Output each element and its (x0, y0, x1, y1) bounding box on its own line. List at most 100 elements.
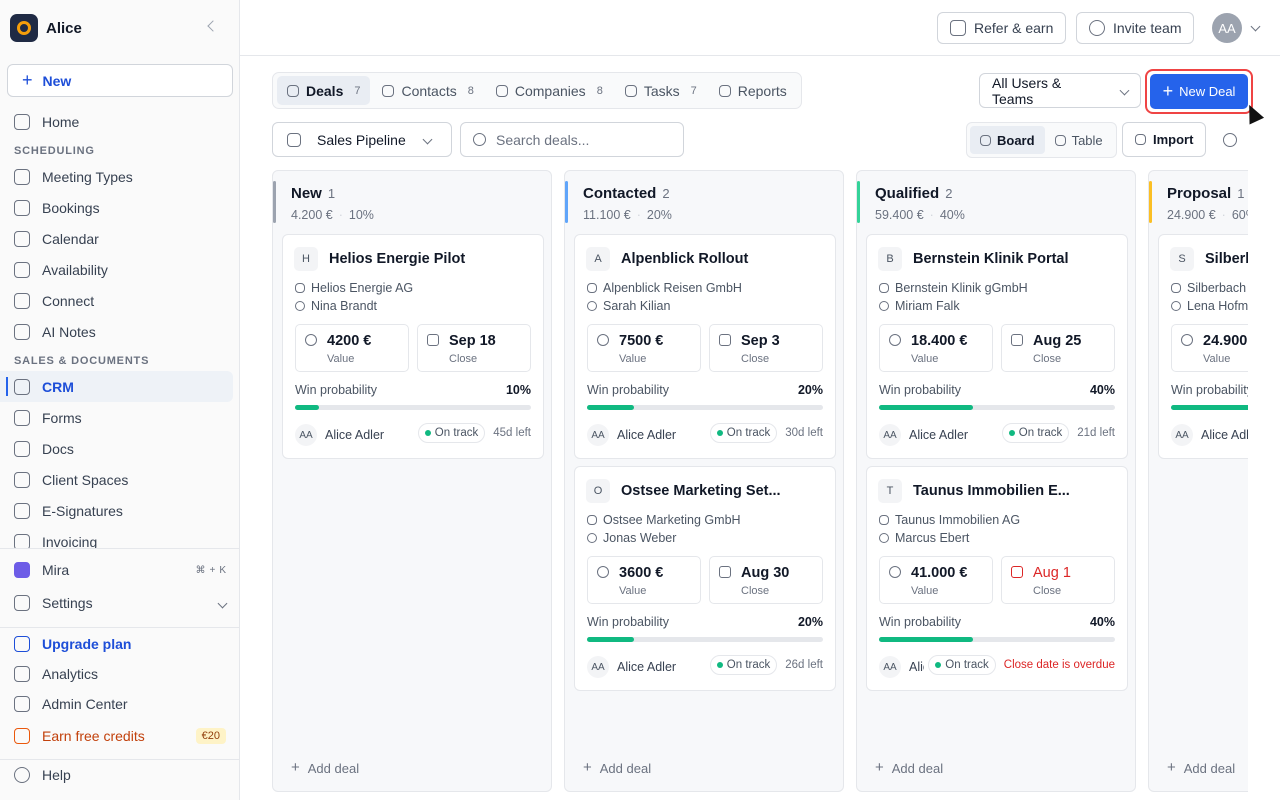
new-button[interactable]: + New (7, 64, 233, 97)
nav-item[interactable]: Client Spaces (0, 464, 233, 495)
close-label: Close (741, 353, 770, 365)
avatar[interactable]: AA (1212, 13, 1242, 43)
nav-item[interactable]: Forms (0, 402, 233, 433)
icon (295, 283, 305, 293)
deal-value: 7500 € (619, 333, 664, 349)
footer-item[interactable]: Analytics (14, 666, 226, 682)
chevron[interactable] (1250, 21, 1261, 32)
new-deal-highlight: + New Deal (1145, 69, 1253, 114)
icon (1089, 20, 1105, 36)
invite-button[interactable]: Invite team (1076, 12, 1195, 44)
nav-item[interactable]: Home (0, 106, 233, 137)
close-label: Close (1033, 353, 1062, 365)
search-input[interactable]: Search deals... (460, 122, 684, 157)
tab[interactable]: Tasks 7 (615, 76, 707, 105)
status-pill: On track (928, 655, 996, 675)
tab[interactable]: Deals 7 (277, 76, 371, 105)
icon (382, 84, 395, 97)
nav-label: Home (42, 113, 80, 130)
close-label: Close (449, 353, 478, 365)
deal-company: Bernstein Klinik gGmbH (879, 281, 1028, 295)
deal-card[interactable]: A Alpenblick Rollout Alpenblick Reisen Gmb… (574, 234, 836, 459)
icon (14, 471, 30, 488)
section-title: SALES & DOCUMENTS (14, 355, 150, 367)
add-deal[interactable]: + Add deal (1167, 760, 1235, 776)
tabs: Deals 7 Contacts 8 Companies 8 Tasks 7 Reports (272, 72, 802, 109)
progress-track (587, 405, 823, 410)
add-deal[interactable]: + Add deal (875, 760, 943, 776)
filter-select[interactable]: All Users & Teams (979, 73, 1141, 108)
icon (879, 515, 889, 525)
close-box: Aug 30 Close (709, 556, 823, 604)
company-name: Bernstein Klinik gGmbH (895, 281, 1028, 295)
column-accent (857, 181, 860, 223)
due-text: Close date is overdue (1003, 659, 1115, 671)
workspace[interactable]: Alice (10, 14, 82, 42)
nav-item[interactable]: Calendar (0, 223, 233, 254)
deal-card[interactable]: O Ostsee Marketing Set... Ostsee Marketing… (574, 466, 836, 691)
contact-name: Nina Brandt (311, 299, 378, 313)
column-header: Qualified 2 (875, 185, 952, 202)
tab[interactable]: Contacts 8 (372, 76, 483, 105)
status-pill: On track (709, 655, 778, 675)
column-header: New 1 (291, 185, 335, 202)
column-total: 24.900 € (1167, 208, 1216, 222)
deal-card[interactable]: S Silberbach Silberbach Lena Hofmann 24.900 … (1158, 234, 1248, 459)
footer-item[interactable]: Admin Center (14, 696, 226, 712)
nav-item[interactable]: AI Notes (0, 316, 233, 347)
nav-item[interactable]: Connect (0, 285, 233, 316)
add-deal[interactable]: + Add deal (583, 760, 651, 776)
nav-item[interactable]: CRM (0, 371, 233, 402)
deal-card[interactable]: T Taunus Immobilien E... Taunus Immobilien… (866, 466, 1128, 691)
icon (14, 323, 30, 340)
collapse-button[interactable] (207, 20, 219, 32)
filter-label: All Users & Teams (992, 74, 1062, 107)
nav-item[interactable]: Availability (0, 254, 233, 285)
icon (14, 696, 30, 712)
value-box: 7500 € Value (587, 324, 701, 372)
win-label: Win probability (587, 615, 669, 629)
icon (495, 84, 508, 97)
view-option[interactable]: Table (1045, 126, 1113, 154)
settings-icon[interactable] (1223, 133, 1237, 147)
tab[interactable]: Companies 8 (486, 76, 613, 105)
value-box: 18.400 € Value (879, 324, 993, 372)
footer-item[interactable]: Settings (14, 595, 228, 611)
column-header: Proposal 1 (1167, 185, 1244, 202)
nav-item[interactable]: Docs (0, 433, 233, 464)
import-button[interactable]: Import (1122, 122, 1206, 157)
owner-name: Alice Adler (909, 428, 969, 442)
deal-contact: Marcus Ebert (879, 531, 969, 545)
icon (14, 533, 30, 548)
column-name: New (291, 185, 322, 202)
footer-item[interactable]: Upgrade plan (14, 636, 226, 652)
tab[interactable]: Reports (709, 76, 797, 105)
new-deal-button[interactable]: + New Deal (1150, 74, 1248, 109)
progress-fill (587, 405, 635, 410)
icon (719, 566, 731, 578)
deal-card[interactable]: H Helios Energie Pilot Helios Energie AG Ni… (282, 234, 544, 459)
footer-item[interactable]: Mira ⌘ + K (14, 562, 226, 578)
nav-item[interactable]: Bookings (0, 192, 233, 223)
icon (14, 595, 30, 611)
footer-item[interactable]: Earn free credits €20 (14, 728, 226, 744)
nav-label: Bookings (42, 199, 100, 216)
win-label: Win probability (1171, 383, 1248, 397)
icon (473, 133, 486, 146)
refer-button[interactable]: Refer & earn (937, 12, 1067, 44)
nav-item[interactable]: E-Signatures (0, 495, 233, 526)
nav-item[interactable]: Invoicing (0, 526, 233, 548)
add-deal-label: Add deal (307, 761, 360, 776)
close-box: Sep 18 Close (417, 324, 531, 372)
add-deal[interactable]: + Add deal (291, 760, 360, 776)
nav-item[interactable]: Meeting Types (0, 161, 233, 192)
deal-card[interactable]: B Bernstein Klinik Portal Bernstein Klinik… (866, 234, 1128, 459)
progress-track (879, 637, 1115, 642)
pipeline-select[interactable]: Sales Pipeline (272, 122, 452, 157)
view-option[interactable]: Board (970, 126, 1045, 154)
icon (1171, 301, 1181, 311)
deal-title: Helios Energie Pilot (329, 251, 466, 267)
column-probability: 60% (1231, 208, 1248, 222)
icon (879, 533, 889, 543)
footer-item[interactable]: Help (14, 767, 226, 783)
